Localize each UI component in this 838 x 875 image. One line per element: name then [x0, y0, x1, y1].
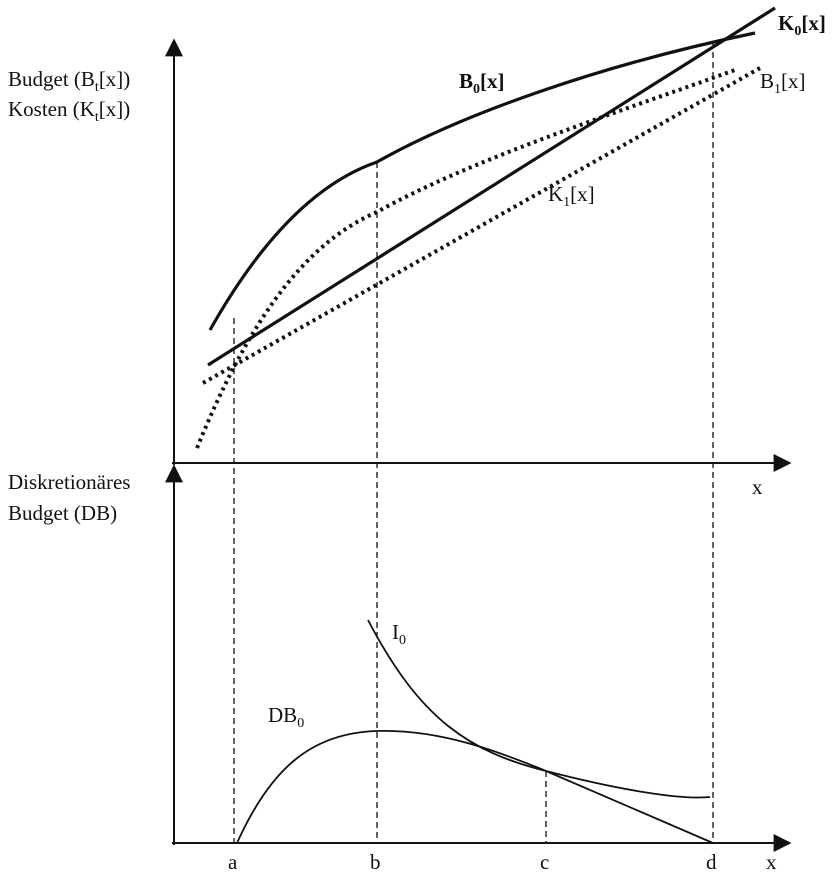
- label-I0: I0: [392, 620, 406, 648]
- label-K1: K1[x]: [548, 182, 595, 210]
- x-tick-a: a: [228, 850, 238, 874]
- x-tick-c: c: [540, 850, 549, 874]
- label-DB0: DB0: [268, 703, 304, 731]
- curve-K0: [207, 6, 776, 367]
- label-K0: K0[x]: [778, 11, 826, 39]
- label-B1: B1[x]: [760, 69, 806, 97]
- top-y-axis-label-line1: Budget (Bt[x]): [8, 67, 130, 95]
- bottom-x-axis-label: x: [766, 850, 777, 874]
- x-tick-b: b: [370, 850, 381, 874]
- curve-B0: [208, 31, 756, 331]
- top-x-axis-label: x: [752, 475, 763, 499]
- x-tick-d: d: [706, 850, 717, 874]
- curve-K1: [202, 66, 761, 385]
- curve-B1: [195, 68, 736, 449]
- bottom-y-axis-label-line1: Diskretionäres: [8, 470, 130, 494]
- label-B0: B0[x]: [459, 69, 505, 97]
- top-y-axis-label-line2: Kosten (Kt[x]): [8, 97, 130, 125]
- bottom-y-axis-label-line2: Budget (DB): [8, 501, 117, 525]
- curve-I0: [367, 619, 711, 799]
- curve-DB0: [236, 730, 714, 844]
